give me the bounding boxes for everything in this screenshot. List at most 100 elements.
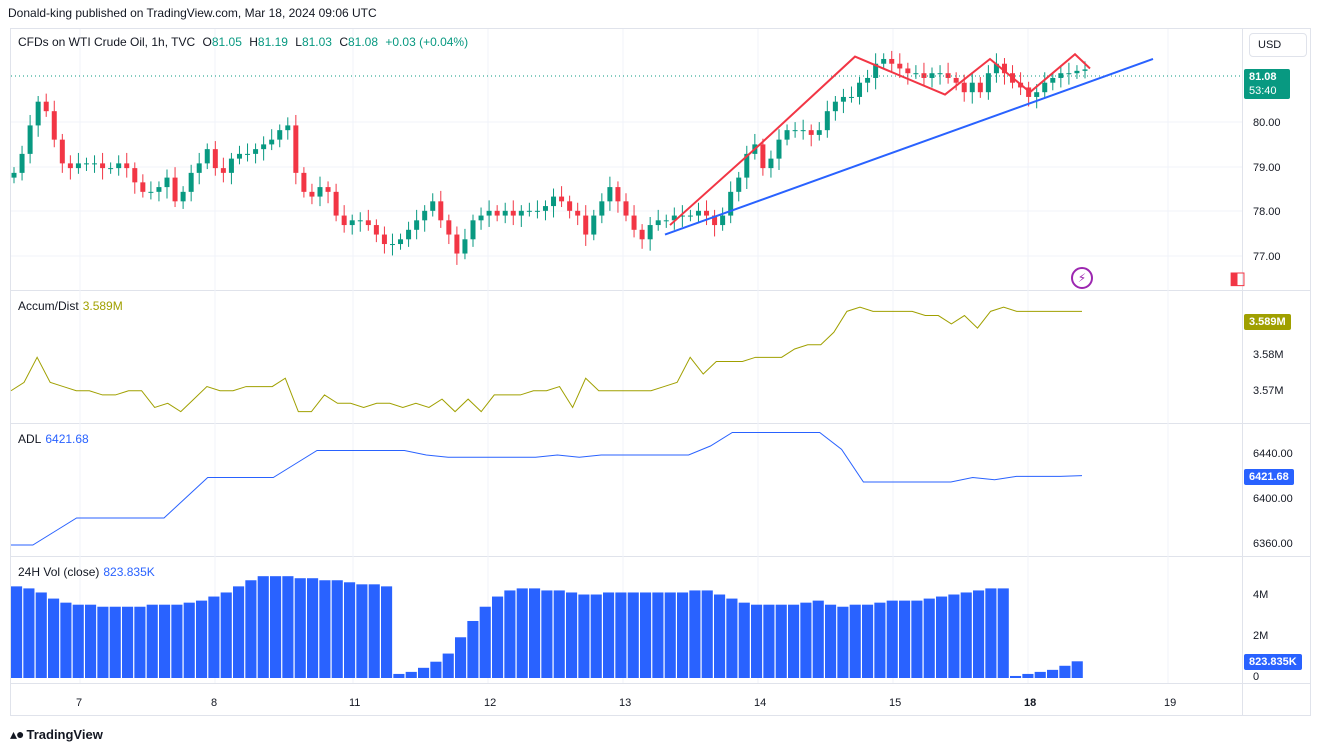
volume-bar — [800, 602, 812, 678]
candle-body — [687, 215, 693, 217]
symbol-legend[interactable]: CFDs on WTI Crude Oil, 1h, TVC O81.05 H8… — [18, 35, 472, 49]
pane-separator[interactable] — [10, 556, 1311, 557]
candle-body — [551, 196, 557, 207]
adl-line — [11, 432, 1083, 546]
volume-bar — [973, 590, 985, 678]
volume-bar — [393, 673, 405, 678]
volume-bar — [60, 602, 72, 678]
change-value: +0.03 (+0.04%) — [385, 35, 469, 49]
candle-body — [43, 101, 49, 112]
candle-body — [373, 225, 379, 235]
volume-bar — [11, 586, 23, 678]
brand-name: TradingView — [26, 727, 103, 742]
lightning-icon[interactable]: ⚡ — [1071, 267, 1093, 289]
candle-body — [744, 153, 750, 178]
price-tick: 79.00 — [1253, 162, 1281, 174]
volume-bars — [11, 576, 1083, 678]
accum-dist-legend[interactable]: Accum/Dist 3.589M — [18, 299, 123, 313]
volume-bar — [294, 578, 306, 678]
candle-body — [124, 163, 130, 169]
candle-body — [647, 225, 653, 240]
volume-legend[interactable]: 24H Vol (close) 823.835K — [18, 565, 155, 579]
volume-bar — [603, 592, 615, 678]
volume-bar — [849, 604, 861, 678]
volume-bar — [701, 590, 713, 678]
candle-body — [236, 153, 242, 159]
candle-body — [100, 163, 106, 169]
high-value: 81.19 — [257, 35, 288, 49]
close-value: 81.08 — [348, 35, 379, 49]
volume-bar — [985, 588, 997, 678]
candle-body — [301, 172, 307, 192]
candle-body — [269, 139, 275, 145]
volume-bar — [566, 592, 578, 678]
currency-button[interactable]: USD — [1249, 33, 1307, 57]
volume-bar — [331, 580, 343, 678]
volume-bar — [751, 604, 763, 678]
time-label: 15 — [889, 697, 902, 709]
candle-body — [873, 63, 879, 78]
last-price-tag[interactable]: 81.08 53:40 — [1244, 69, 1290, 99]
volume-bar — [529, 588, 541, 678]
candle-body — [784, 130, 790, 140]
candle-body — [462, 239, 468, 254]
tradingview-brand[interactable]: ▴● TradingView — [10, 726, 103, 743]
candle-body — [19, 153, 25, 173]
candle-body — [526, 210, 532, 212]
candle-body — [156, 187, 162, 192]
candle-body — [140, 182, 146, 192]
accum-dist-value: 3.589M — [82, 299, 123, 313]
volume-label: 24H Vol (close) — [18, 565, 100, 579]
volume-bar — [1047, 669, 1059, 678]
candle-body — [704, 210, 710, 216]
candle-body — [518, 210, 524, 216]
adl-tag: 6421.68 — [1244, 469, 1294, 485]
candle-body — [848, 96, 854, 98]
calendar-icon[interactable]: ◧ — [1229, 268, 1247, 288]
candle-body — [897, 63, 903, 69]
candle-body — [889, 58, 895, 64]
candle-body — [631, 215, 637, 230]
candle-body — [357, 220, 363, 222]
volume-bar — [825, 604, 837, 678]
volume-bar — [788, 604, 800, 678]
volume-bar — [664, 592, 676, 678]
pane-separator[interactable] — [10, 290, 1311, 291]
volume-bar — [159, 604, 171, 678]
volume-bar — [368, 584, 380, 678]
candle-body — [969, 82, 975, 93]
trendline — [664, 58, 1154, 236]
volume-bar — [183, 602, 195, 678]
volume-bar — [862, 604, 874, 678]
candle-body — [317, 187, 323, 197]
symbol-name: CFDs on WTI Crude Oil, 1h, TVC — [18, 35, 196, 49]
candle-body — [470, 220, 476, 240]
volume-bar — [948, 594, 960, 678]
time-label: 14 — [754, 697, 767, 709]
candle-body — [406, 229, 412, 240]
high-label: H — [249, 35, 258, 49]
candle-body — [188, 172, 194, 192]
grid — [11, 29, 1242, 683]
volume-bar — [467, 620, 479, 678]
candle-body — [768, 158, 774, 169]
candle-body — [599, 201, 605, 216]
accum-dist-tick: 3.58M — [1253, 349, 1284, 361]
candle-body — [389, 244, 395, 246]
time-label-bold: 18 — [1024, 697, 1037, 709]
pane-separator[interactable] — [10, 423, 1311, 424]
adl-legend[interactable]: ADL 6421.68 — [18, 432, 89, 446]
volume-bar — [1071, 661, 1083, 678]
volume-bar — [504, 590, 516, 678]
volume-bar — [899, 600, 911, 678]
candle-body — [679, 215, 685, 217]
volume-bar — [874, 602, 886, 678]
volume-bar — [134, 606, 146, 678]
volume-bar — [516, 588, 528, 678]
candle-body — [607, 187, 613, 202]
candle-body — [454, 234, 460, 254]
candle-body — [228, 158, 234, 173]
candle-body — [11, 172, 17, 178]
candle-body — [1001, 63, 1007, 74]
